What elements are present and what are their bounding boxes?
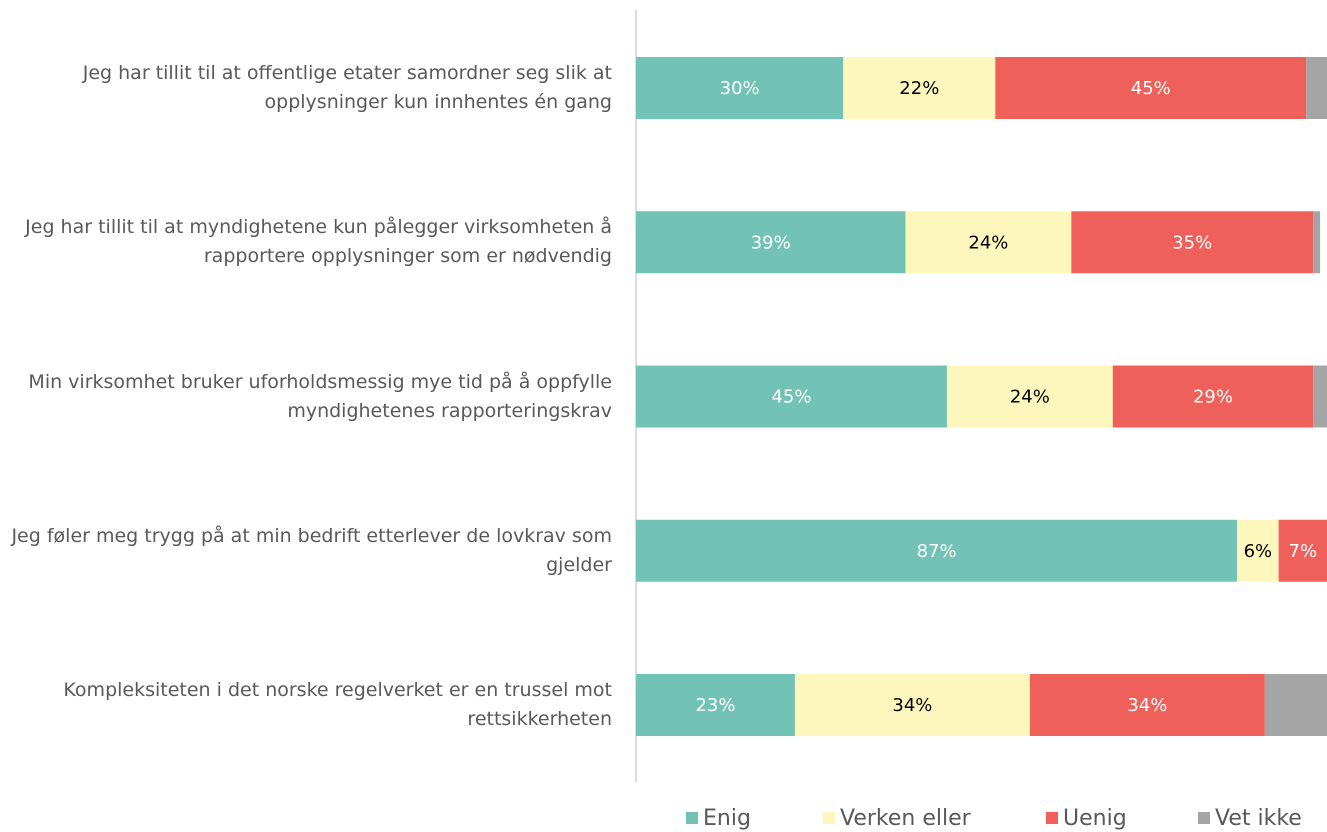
category-label: Jeg føler meg trygg på at min bedrift et…	[11, 524, 612, 576]
legend-swatch	[1046, 812, 1058, 824]
bar-segment	[636, 519, 1238, 582]
value-label: 23%	[695, 695, 735, 716]
bar-segment	[1237, 519, 1279, 582]
category-label: Jeg har tillit til at offentlige etater …	[82, 62, 612, 113]
value-label: 35%	[1172, 232, 1212, 253]
legend-swatch	[1198, 812, 1210, 824]
value-label: 45%	[1131, 78, 1171, 99]
value-label: 6%	[1244, 541, 1273, 562]
legend-label: Uenig	[1063, 806, 1127, 831]
bar-segment	[1264, 674, 1327, 736]
legend-swatch	[823, 812, 835, 824]
value-label: 39%	[751, 232, 791, 253]
category-label: Min virksomhet bruker uforholdsmessig my…	[28, 370, 612, 422]
value-label: 24%	[968, 232, 1008, 253]
bar-segment	[636, 211, 906, 274]
legend-label: Enig	[703, 806, 751, 831]
value-label: 45%	[771, 387, 811, 408]
bar-segment	[794, 674, 1030, 736]
legend-label: Verken eller	[840, 806, 972, 831]
bar-segment	[946, 365, 1113, 428]
value-label: 34%	[892, 695, 932, 716]
bar-segment	[1029, 674, 1265, 736]
legend-swatch	[686, 812, 698, 824]
bar-segment	[1071, 211, 1314, 274]
value-label: 29%	[1193, 387, 1233, 408]
value-label: 30%	[720, 78, 760, 99]
category-label: Kompleksiteten i det norske regelverket …	[63, 679, 612, 730]
bar-segment	[995, 57, 1307, 119]
bar-segment	[1306, 57, 1327, 119]
value-label: 34%	[1127, 695, 1167, 716]
bar-segment	[1313, 365, 1327, 428]
bar-segment	[636, 674, 795, 736]
value-label: 22%	[899, 78, 939, 99]
bar-segment	[636, 365, 947, 428]
value-label: 24%	[1010, 387, 1050, 408]
value-label: 87%	[917, 541, 957, 562]
bar-segment	[905, 211, 1072, 274]
value-label: 7%	[1289, 541, 1318, 562]
legend-label: Vet ikke	[1215, 806, 1302, 831]
bar-segment	[636, 57, 844, 119]
bar-segment	[843, 57, 996, 119]
category-label: Jeg har tillit til at myndighetene kun p…	[25, 216, 612, 268]
bar-segment	[1112, 365, 1314, 428]
bar-segment	[1313, 211, 1321, 274]
bar-segment	[1278, 519, 1327, 582]
